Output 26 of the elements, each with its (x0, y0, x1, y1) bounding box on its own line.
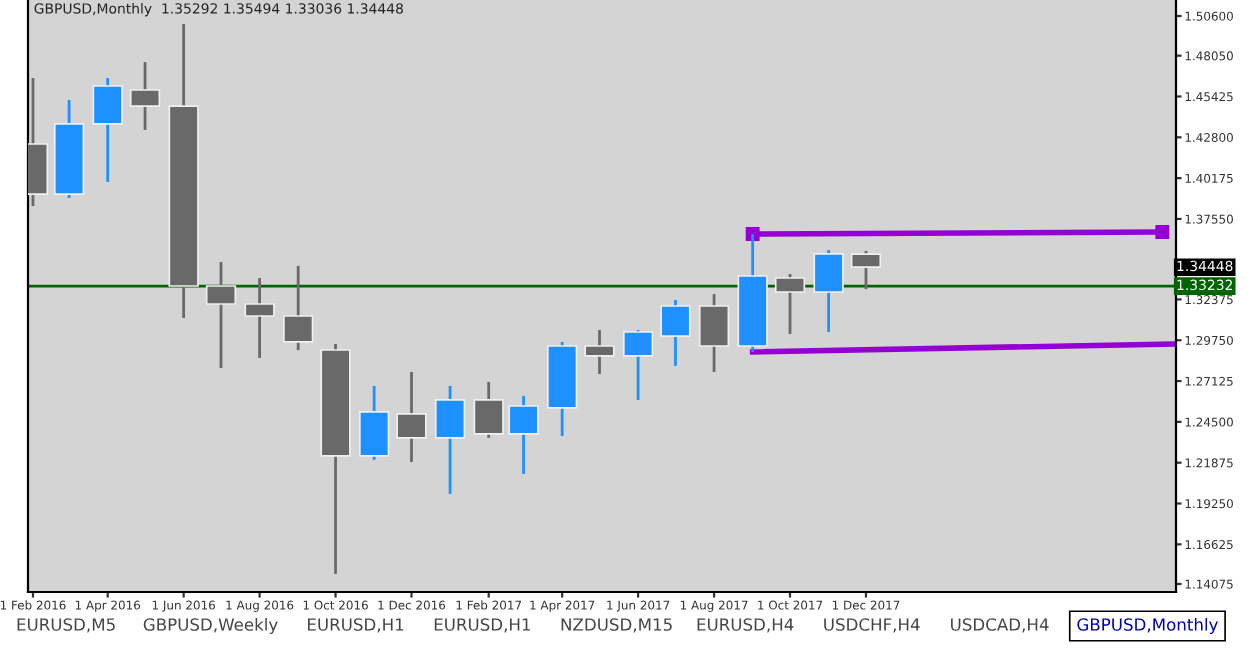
candlestick (358, 384, 390, 462)
candlestick (434, 384, 466, 496)
candlestick (92, 76, 123, 184)
text: EURUSD,M5 (17, 618, 115, 633)
candlestick (396, 370, 427, 464)
candlestick (660, 298, 691, 368)
candlestick (205, 260, 237, 370)
candlestick (508, 394, 539, 476)
candlestick (622, 328, 654, 402)
candlestick (244, 276, 275, 360)
text: EURUSD,H1 (308, 618, 404, 633)
text: EURUSD,H4 (697, 618, 794, 633)
candlestick (698, 292, 730, 374)
text: USDCHF,H4 (824, 618, 920, 633)
candlestick (584, 328, 615, 376)
candlestick (283, 264, 314, 352)
candlestick (813, 248, 844, 334)
candlestick (129, 60, 161, 132)
text: GBPUSD,Monthly (1077, 617, 1218, 635)
text: USDCAD,H4 (951, 618, 1049, 633)
candlestick (774, 272, 806, 336)
text: EURUSD,H1 (434, 618, 531, 633)
text: GBPUSD,Weekly (143, 617, 278, 635)
text: NZDUSD,M15 (561, 618, 672, 633)
candlestick (850, 249, 882, 291)
candlestick (473, 380, 504, 440)
